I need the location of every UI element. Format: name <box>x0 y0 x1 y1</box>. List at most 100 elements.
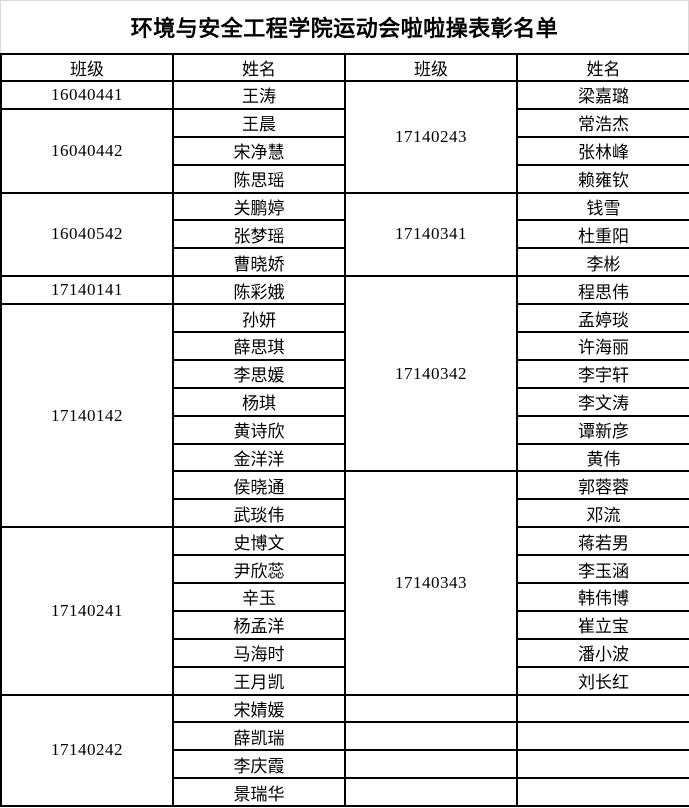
header-name-right: 姓名 <box>516 53 689 82</box>
name-cell: 王月凯 <box>172 665 346 696</box>
name-cell: 谭新彦 <box>516 414 689 445</box>
table-row: 宋净慧 张林峰 <box>1 135 689 166</box>
class-cell: 16040441 <box>0 80 174 110</box>
table-row: 薛凯瑞 <box>1 721 689 752</box>
name-cell: 郭蓉蓉 <box>516 470 689 501</box>
table-row: 王月凯 刘长红 <box>1 665 689 696</box>
name-cell: 孙妍 <box>172 303 346 334</box>
table-row: 马海时 潘小波 <box>1 637 689 668</box>
class-cell: 17140142 <box>0 303 174 529</box>
name-cell: 张梦瑶 <box>172 219 346 250</box>
table-row: 薛思琪 许海丽 <box>1 331 689 361</box>
empty-cell <box>344 693 518 724</box>
name-cell: 梁嘉璐 <box>516 80 689 110</box>
table-row: 李庆霞 <box>1 749 689 780</box>
table-row: 16040542 关鹏婷 17140341 钱雪 <box>0 191 689 278</box>
name-cell: 张林峰 <box>516 135 689 166</box>
class-cell: 17140141 <box>0 275 174 306</box>
empty-cell <box>516 693 689 724</box>
name-cell: 赖雍钦 <box>516 163 689 194</box>
name-cell: 薛凯瑞 <box>172 721 346 752</box>
roster-table: 班级 姓名 班级 姓名 16040441 王涛 17140243 梁嘉璐 160… <box>0 53 689 808</box>
name-cell: 钱雪 <box>516 191 689 222</box>
title-box: 环境与安全工程学院运动会啦啦操表彰名单 <box>0 0 689 53</box>
table-row: 17140142 孙妍 孟婷琰 <box>0 303 689 529</box>
name-cell: 李彬 <box>516 247 689 278</box>
class-cell: 16040442 <box>0 107 174 194</box>
name-cell: 陈彩娥 <box>172 275 346 306</box>
name-cell: 杨琪 <box>172 386 346 417</box>
name-cell: 李宇轩 <box>516 358 689 389</box>
name-cell: 尹欣蕊 <box>172 554 346 585</box>
table-row: 17140242 宋婧媛 <box>0 693 689 808</box>
class-cell: 17140343 <box>344 470 518 696</box>
table-row: 武琰伟 邓流 <box>1 498 689 529</box>
name-cell: 韩伟博 <box>516 582 689 612</box>
table-row: 金洋洋 黄伟 <box>1 442 689 473</box>
name-cell: 邓流 <box>516 498 689 529</box>
name-cell: 李庆霞 <box>172 749 346 780</box>
empty-cell <box>344 749 518 780</box>
name-cell: 辛玉 <box>172 582 346 612</box>
name-cell: 薛思琪 <box>172 331 346 361</box>
name-cell: 黄诗欣 <box>172 414 346 445</box>
name-cell: 杨孟洋 <box>172 609 346 640</box>
empty-cell <box>344 721 518 752</box>
document-title: 环境与安全工程学院运动会啦啦操表彰名单 <box>130 16 559 41</box>
name-cell: 侯晓通 <box>172 470 346 501</box>
name-cell: 常浩杰 <box>516 107 689 138</box>
table-row: 17140141 陈彩娥 17140342 程思伟 <box>0 275 689 473</box>
table-row: 陈思瑶 赖雍钦 <box>1 163 689 194</box>
table-row: 曹晓娇 李彬 <box>1 247 689 278</box>
name-cell: 崔立宝 <box>516 609 689 640</box>
name-cell: 马海时 <box>172 637 346 668</box>
table-row: 黄诗欣 谭新彦 <box>1 414 689 445</box>
name-cell: 李思媛 <box>172 358 346 389</box>
name-cell: 关鹏婷 <box>172 191 346 222</box>
class-cell: 17140242 <box>0 693 174 808</box>
name-cell: 黄伟 <box>516 442 689 473</box>
class-cell: 17140342 <box>344 275 518 473</box>
empty-cell <box>516 721 689 752</box>
name-cell: 蒋若男 <box>516 526 689 557</box>
name-cell: 李玉涵 <box>516 554 689 585</box>
header-class-left: 班级 <box>0 53 174 82</box>
table-row: 辛玉 韩伟博 <box>1 582 689 612</box>
table-row: 杨孟洋 崔立宝 <box>1 609 689 640</box>
name-cell: 孟婷琰 <box>516 303 689 334</box>
name-cell: 武琰伟 <box>172 498 346 529</box>
table-row: 16040441 王涛 17140243 梁嘉璐 <box>0 80 689 194</box>
name-cell: 潘小波 <box>516 637 689 668</box>
table-row: 17140241 史博文 蒋若男 <box>0 526 689 696</box>
class-cell: 17140241 <box>0 526 174 696</box>
name-cell: 杜重阳 <box>516 219 689 250</box>
table-row: 侯晓通 17140343 郭蓉蓉 <box>1 470 689 696</box>
class-cell: 17140341 <box>344 191 518 278</box>
name-cell: 景瑞华 <box>172 777 346 808</box>
name-cell: 陈思瑶 <box>172 163 346 194</box>
class-cell: 17140243 <box>344 80 518 194</box>
name-cell: 李文涛 <box>516 386 689 417</box>
name-cell: 宋净慧 <box>172 135 346 166</box>
empty-cell <box>516 777 689 808</box>
table-row: 杨琪 李文涛 <box>1 386 689 417</box>
table-row: 尹欣蕊 李玉涵 <box>1 554 689 585</box>
empty-cell <box>344 777 518 808</box>
name-cell: 许海丽 <box>516 331 689 361</box>
name-cell: 史博文 <box>172 526 346 557</box>
table-row: 张梦瑶 杜重阳 <box>1 219 689 250</box>
class-cell: 16040542 <box>0 191 174 278</box>
name-cell: 金洋洋 <box>172 442 346 473</box>
header-row: 班级 姓名 班级 姓名 <box>0 53 689 82</box>
header-name-left: 姓名 <box>172 53 346 82</box>
name-cell: 王涛 <box>172 80 346 110</box>
empty-cell <box>516 749 689 780</box>
name-cell: 宋婧媛 <box>172 693 346 724</box>
name-cell: 程思伟 <box>516 275 689 306</box>
table-row: 李思媛 李宇轩 <box>1 358 689 389</box>
name-cell: 曹晓娇 <box>172 247 346 278</box>
name-cell: 王晨 <box>172 107 346 138</box>
header-class-right: 班级 <box>344 53 518 82</box>
name-cell: 刘长红 <box>516 665 689 696</box>
